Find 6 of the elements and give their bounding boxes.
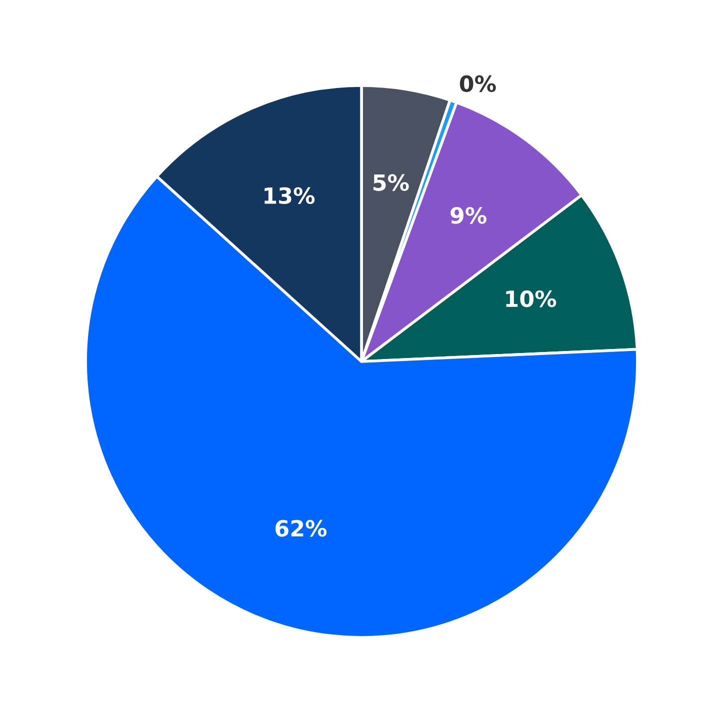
data-label: 0%: [460, 75, 496, 92]
data-label: 13%: [264, 187, 315, 204]
data-label: 62%: [276, 520, 327, 537]
data-label: 5%: [374, 174, 409, 191]
data-label: 9%: [450, 207, 486, 224]
data-label: 10%: [506, 290, 556, 308]
